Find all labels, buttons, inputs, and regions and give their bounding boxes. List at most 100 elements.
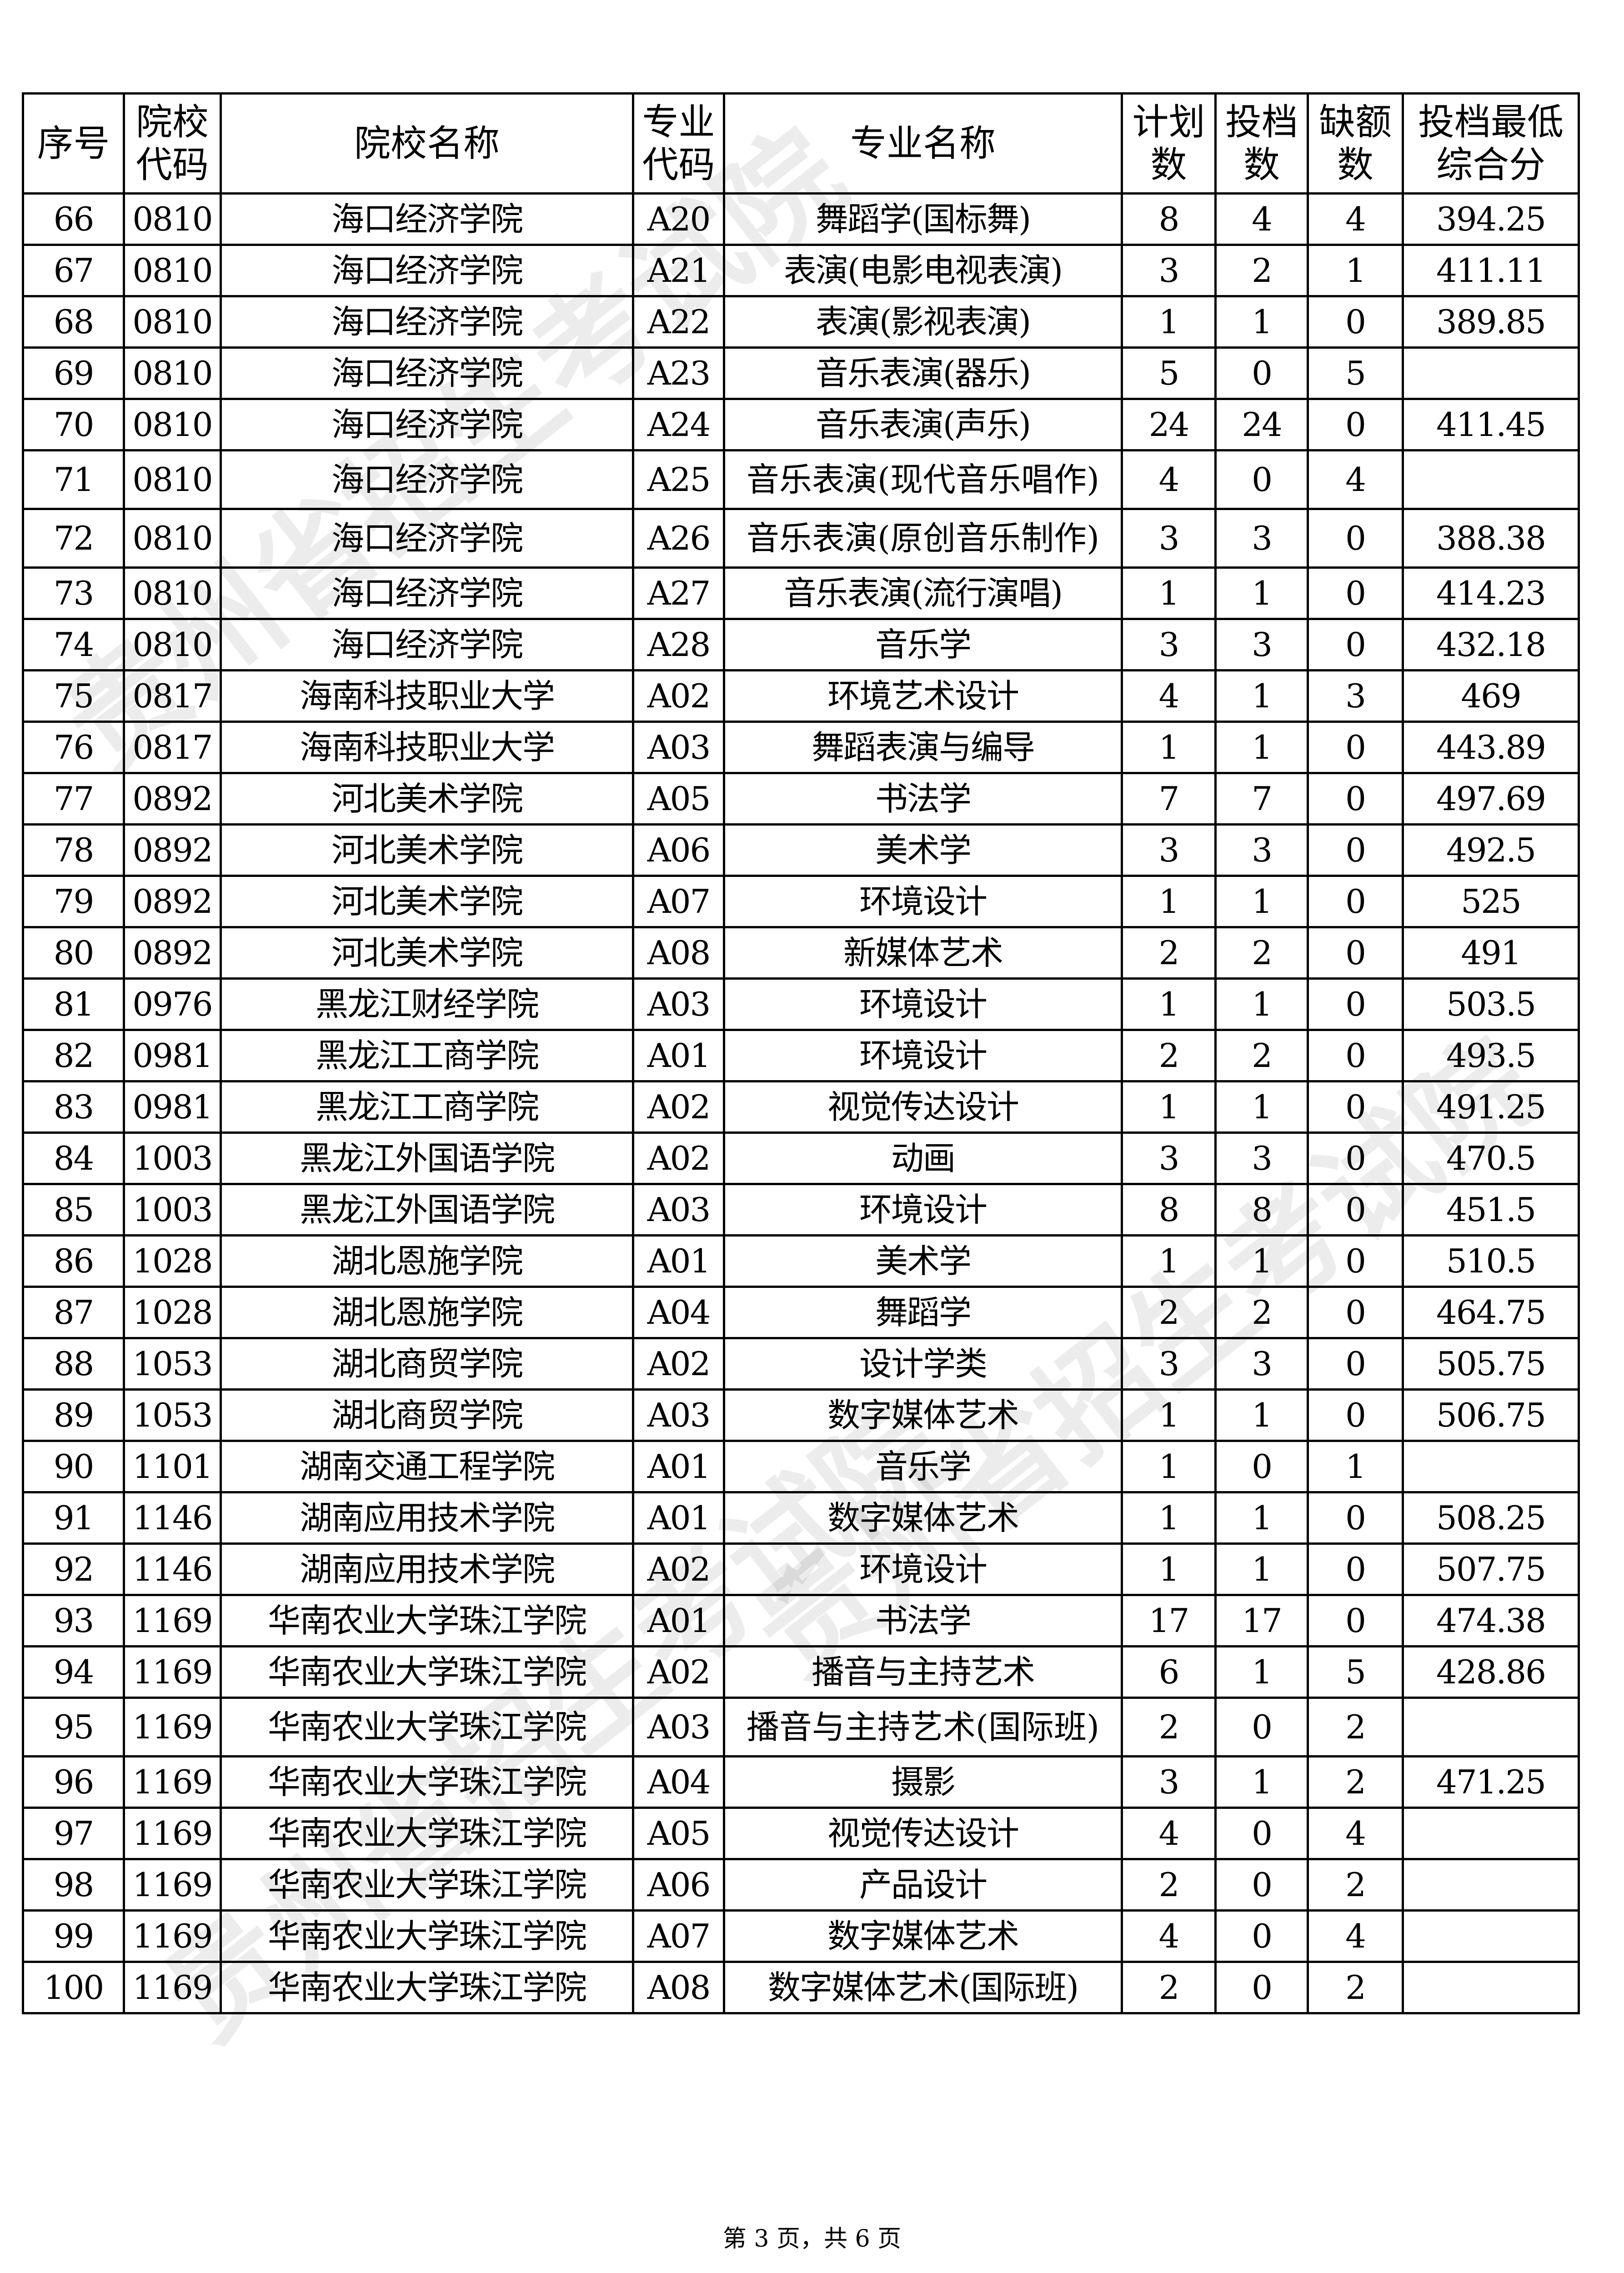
cell-plan-count: 4 [1121, 449, 1217, 510]
cell-major-name: 音乐表演(声乐) [723, 398, 1123, 451]
cell-school-name: 黑龙江财经学院 [220, 977, 634, 1031]
cell-major-name: 环境设计 [723, 875, 1123, 928]
cell-admitted-count: 0 [1214, 449, 1309, 510]
cell-school-code: 0892 [123, 926, 222, 980]
cell-major-name: 播音与主持艺术 [723, 1645, 1123, 1699]
page-footer: 第 3 页，共 6 页 [722, 2225, 902, 2253]
table-header-row: 序号 院校代码 院校名称 专业代码 专业名称 计划数 投档数 缺额数 投档最低综合分 [22, 92, 1580, 195]
cell-major-name: 环境艺术设计 [723, 669, 1123, 723]
cell-admitted-count: 3 [1214, 508, 1309, 569]
cell-major-code: A25 [632, 449, 725, 510]
cell-school-code: 0810 [123, 508, 222, 569]
cell-index: 87 [22, 1286, 125, 1339]
cell-major-name: 数字媒体艺术 [723, 1491, 1123, 1545]
cell-admitted-count: 2 [1214, 1286, 1309, 1339]
cell-school-name: 湖南应用技术学院 [220, 1491, 634, 1545]
cell-vacancy-count: 4 [1307, 1909, 1404, 1963]
cell-min-score: 491 [1402, 926, 1580, 980]
cell-school-name: 华南农业大学珠江学院 [220, 1645, 634, 1699]
cell-admitted-count: 0 [1214, 1807, 1309, 1860]
cell-major-name: 产品设计 [723, 1858, 1123, 1912]
cell-school-code: 0810 [123, 618, 222, 671]
cell-school-code: 0810 [123, 295, 222, 349]
cell-admitted-count: 3 [1214, 1131, 1309, 1185]
cell-min-score: 394.25 [1402, 192, 1580, 246]
cell-school-code: 0892 [123, 823, 222, 877]
cell-major-code: A01 [632, 1440, 725, 1493]
cell-major-code: A03 [632, 1697, 725, 1757]
cell-index: 68 [22, 295, 125, 349]
cell-major-code: A04 [632, 1286, 725, 1339]
cell-major-name: 环境设计 [723, 977, 1123, 1031]
cell-school-name: 海南科技职业大学 [220, 669, 634, 723]
cell-major-code: A28 [632, 618, 725, 671]
table-row: 91 1146 湖南应用技术学院 A01 数字媒体艺术 1 1 0 508.25 [22, 1491, 1580, 1545]
cell-major-code: A27 [632, 566, 725, 620]
cell-school-code: 0981 [123, 1029, 222, 1082]
cell-major-code: A05 [632, 772, 725, 826]
cell-admitted-count: 1 [1214, 1234, 1309, 1288]
cell-major-name: 数字媒体艺术(国际班) [723, 1961, 1123, 2014]
cell-plan-count: 1 [1121, 977, 1217, 1031]
cell-admitted-count: 2 [1214, 1029, 1309, 1082]
cell-school-code: 1169 [123, 1645, 222, 1699]
cell-school-code: 1169 [123, 1909, 222, 1963]
cell-plan-count: 1 [1121, 1491, 1217, 1545]
table-row: 99 1169 华南农业大学珠江学院 A07 数字媒体艺术 4 0 4 [22, 1909, 1580, 1963]
cell-major-name: 音乐表演(现代音乐唱作) [723, 449, 1123, 510]
cell-min-score: 469 [1402, 669, 1580, 723]
cell-min-score: 411.11 [1402, 244, 1580, 297]
table-row: 97 1169 华南农业大学珠江学院 A05 视觉传达设计 4 0 4 [22, 1807, 1580, 1860]
table-row: 66 0810 海口经济学院 A20 舞蹈学(国标舞) 8 4 4 394.25 [22, 192, 1580, 246]
cell-plan-count: 4 [1121, 1909, 1217, 1963]
cell-school-name: 海南科技职业大学 [220, 721, 634, 774]
cell-school-name: 华南农业大学珠江学院 [220, 1858, 634, 1912]
cell-admitted-count: 1 [1214, 1645, 1309, 1699]
cell-major-code: A06 [632, 1858, 725, 1912]
cell-admitted-count: 2 [1214, 926, 1309, 980]
table-row: 72 0810 海口经济学院 A26 音乐表演(原创音乐制作) 3 3 0 388.38 [22, 508, 1580, 569]
cell-admitted-count: 1 [1214, 875, 1309, 928]
cell-vacancy-count: 0 [1307, 1131, 1404, 1185]
cell-major-code: A02 [632, 1645, 725, 1699]
cell-school-code: 1169 [123, 1858, 222, 1912]
cell-vacancy-count: 0 [1307, 926, 1404, 980]
cell-school-name: 海口经济学院 [220, 192, 634, 246]
cell-admitted-count: 0 [1214, 1697, 1309, 1757]
cell-min-score [1402, 346, 1580, 400]
cell-plan-count: 1 [1121, 1440, 1217, 1493]
cell-admitted-count: 1 [1214, 1542, 1309, 1596]
cell-vacancy-count: 0 [1307, 1183, 1404, 1237]
cell-min-score [1402, 1807, 1580, 1860]
cell-major-code: A02 [632, 1337, 725, 1391]
cell-major-name: 舞蹈学 [723, 1286, 1123, 1339]
cell-index: 88 [22, 1337, 125, 1391]
header-index: 序号 [22, 92, 125, 195]
cell-school-name: 黑龙江工商学院 [220, 1080, 634, 1134]
cell-index: 70 [22, 398, 125, 451]
cell-vacancy-count: 3 [1307, 669, 1404, 723]
cell-admitted-count: 4 [1214, 192, 1309, 246]
cell-index: 91 [22, 1491, 125, 1545]
cell-min-score: 471.25 [1402, 1755, 1580, 1809]
cell-index: 82 [22, 1029, 125, 1082]
cell-min-score: 506.75 [1402, 1388, 1580, 1442]
cell-school-name: 海口经济学院 [220, 618, 634, 671]
cell-min-score: 443.89 [1402, 721, 1580, 774]
cell-vacancy-count: 0 [1307, 398, 1404, 451]
cell-major-code: A24 [632, 398, 725, 451]
cell-index: 97 [22, 1807, 125, 1860]
cell-min-score: 505.75 [1402, 1337, 1580, 1391]
cell-major-code: A02 [632, 669, 725, 723]
cell-school-code: 1053 [123, 1388, 222, 1442]
cell-min-score: 388.38 [1402, 508, 1580, 569]
cell-major-code: A08 [632, 1961, 725, 2014]
cell-vacancy-count: 0 [1307, 1234, 1404, 1288]
cell-major-name: 数字媒体艺术 [723, 1388, 1123, 1442]
cell-school-code: 1169 [123, 1961, 222, 2014]
cell-major-name: 环境设计 [723, 1029, 1123, 1082]
cell-min-score [1402, 1909, 1580, 1963]
cell-min-score: 428.86 [1402, 1645, 1580, 1699]
cell-min-score: 451.5 [1402, 1183, 1580, 1237]
cell-vacancy-count: 2 [1307, 1961, 1404, 2014]
